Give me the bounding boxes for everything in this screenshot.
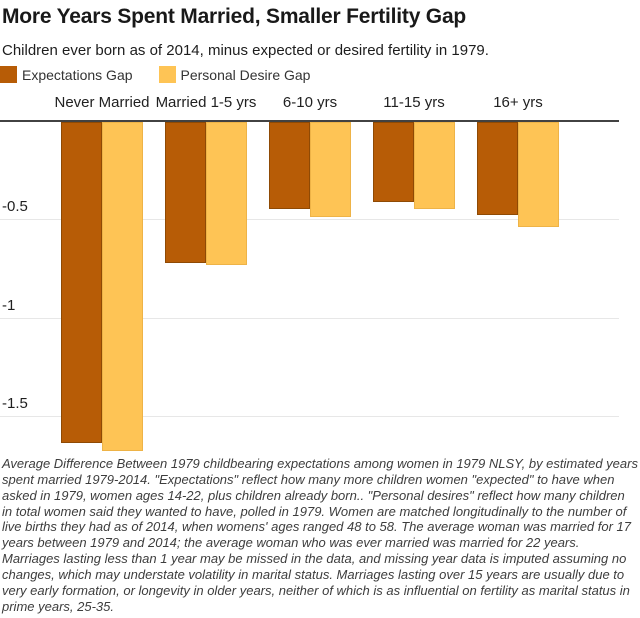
bar-personal-desire-gap-6-10-yrs[interactable] (310, 122, 351, 217)
gridline-1 (0, 318, 619, 319)
bar-personal-desire-gap-11-15-yrs[interactable] (414, 122, 455, 209)
bar-expectations-gap-6-10-yrs[interactable] (269, 122, 310, 209)
bar-expectations-gap-never-married[interactable] (61, 122, 102, 443)
footnote: Average Difference Between 1979 childbea… (2, 456, 638, 614)
category-label-6-10-yrs: 6-10 yrs (282, 94, 338, 111)
y-axis-tick-1: -1 (2, 297, 16, 314)
legend-swatch-personal-desire-gap (158, 66, 176, 83)
y-axis-tick-1-5: -1.5 (2, 395, 28, 412)
bar-personal-desire-gap-16-yrs[interactable] (518, 122, 559, 227)
legend-item-expectations-gap[interactable]: Expectations Gap (0, 66, 133, 83)
legend-label-personal-desire-gap: Personal Desire Gap (180, 66, 311, 83)
legend-item-personal-desire-gap[interactable]: Personal Desire Gap (158, 66, 311, 83)
gridline-0-5 (0, 219, 619, 220)
category-label-married-1-5-yrs: Married 1-5 yrs (155, 94, 257, 111)
bar-expectations-gap-16-yrs[interactable] (477, 122, 518, 215)
gridline-1-5 (0, 416, 619, 417)
category-label-never-married: Never Married (54, 94, 150, 111)
legend: Expectations Gap Personal Desire Gap (0, 66, 310, 83)
category-label-11-15-yrs: 11-15 yrs (383, 94, 445, 111)
bar-expectations-gap-11-15-yrs[interactable] (373, 122, 414, 202)
bar-expectations-gap-married-1-5-yrs[interactable] (165, 122, 206, 263)
chart-title: More Years Spent Married, Smaller Fertil… (2, 5, 467, 28)
bar-personal-desire-gap-never-married[interactable] (102, 122, 143, 451)
bar-personal-desire-gap-married-1-5-yrs[interactable] (206, 122, 247, 265)
category-label-16-yrs: 16+ yrs (493, 94, 543, 111)
legend-label-expectations-gap: Expectations Gap (22, 66, 133, 83)
y-axis-tick-0-5: -0.5 (2, 198, 28, 215)
zero-axis-line (0, 120, 619, 122)
chart-subtitle: Children ever born as of 2014, minus exp… (2, 42, 489, 59)
legend-swatch-expectations-gap (0, 66, 17, 83)
